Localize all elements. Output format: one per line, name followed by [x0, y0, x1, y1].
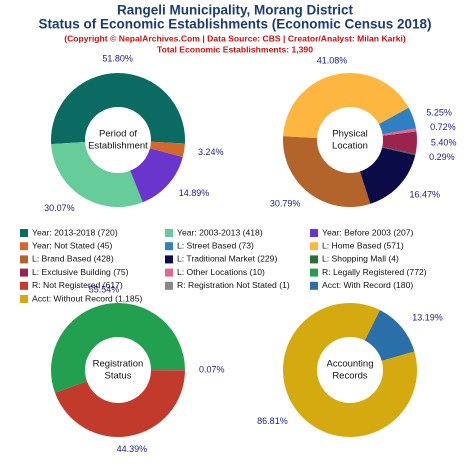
legend-label: L: Shopping Mall (4): [322, 254, 399, 264]
pie-slice: [382, 128, 417, 136]
legend-label: Year: Not Stated (45): [32, 240, 113, 250]
legend-label: L: Street Based (73): [177, 240, 254, 250]
center-label: Establishment: [88, 141, 148, 152]
data-label: 13.19%: [412, 313, 443, 323]
legend-swatch: [310, 229, 318, 237]
data-label: 0.72%: [430, 122, 456, 132]
legend-label: R: Registration Not Stated (1): [177, 280, 290, 290]
legend-label: Year: 2013-2018 (720): [32, 227, 118, 237]
legend-label: R: Legally Registered (772): [322, 267, 427, 277]
data-label: 30.79%: [270, 198, 301, 208]
data-label: 51.80%: [102, 53, 133, 63]
legend-swatch: [20, 229, 28, 237]
legend-label: Year: 2003-2013 (418): [177, 227, 263, 237]
legend-swatch: [20, 295, 28, 303]
legend-swatch: [310, 255, 318, 264]
legend-swatch: [20, 255, 28, 264]
legend-swatch: [310, 242, 318, 251]
legend-swatch: [310, 268, 318, 277]
pie-slice: [382, 146, 416, 156]
legend-label: Acct: With Record (180): [322, 280, 413, 290]
center-label: Physical: [332, 129, 367, 140]
legend-label: L: Other Locations (10): [177, 267, 265, 277]
data-label: 16.47%: [410, 189, 441, 199]
legend-swatch: [165, 255, 173, 264]
legend-swatch: [20, 242, 28, 251]
data-label: 3.24%: [198, 147, 224, 157]
pie-slice: [378, 107, 416, 135]
chart-subtitle: Total Economic Establishments: 1,390: [157, 44, 313, 54]
data-label: 0.29%: [429, 152, 455, 162]
legend-swatch: [165, 242, 173, 251]
center-label: Status: [105, 371, 132, 382]
legend-swatch: [310, 281, 318, 290]
data-label: 0.07%: [199, 365, 225, 375]
pie-slice: [283, 303, 417, 438]
data-label: 41.08%: [317, 55, 348, 65]
legend-label: L: Brand Based (428): [32, 254, 114, 264]
pie-slice: [50, 72, 185, 145]
legend-label: L: Home Based (571): [322, 240, 404, 250]
data-label: 14.89%: [179, 188, 210, 198]
legend-label: L: Traditional Market (229): [177, 254, 277, 264]
legend-swatch: [165, 268, 173, 277]
chart-title: Status of Economic Establishments (Econo…: [38, 17, 431, 32]
legend-label: Year: Before 2003 (207): [322, 227, 414, 237]
pie-slice: [55, 370, 185, 438]
center-label: Period of: [99, 129, 137, 140]
pie-slice: [51, 303, 186, 393]
pie-slice: [364, 310, 415, 361]
pie-slice: [130, 148, 183, 203]
chart-subtitle: (Copyright © NepalArchives.Com | Data So…: [64, 33, 406, 43]
data-label: 55.54%: [89, 285, 120, 295]
pie-slice: [283, 136, 371, 207]
data-label: 5.40%: [431, 138, 457, 148]
pie-slice: [149, 141, 185, 157]
pie-slice: [359, 147, 416, 204]
center-label: Accounting: [326, 359, 373, 370]
legend-label: Acct: Without Record (1,185): [32, 293, 142, 303]
chart-title: Rangeli Municipality, Morang District: [117, 3, 354, 18]
data-label: 30.07%: [44, 203, 75, 213]
center-label: Records: [332, 371, 368, 382]
data-label: 5.25%: [426, 107, 452, 117]
pie-slice: [382, 131, 417, 154]
pie-slice: [283, 72, 409, 139]
center-label: Registration: [93, 359, 144, 370]
center-label: Location: [332, 141, 368, 152]
pie-slice: [51, 142, 143, 208]
legend-swatch: [20, 281, 28, 290]
legend-swatch: [165, 281, 173, 290]
legend-label: R: Not Registered (617): [32, 280, 123, 290]
data-label: 44.39%: [117, 444, 148, 454]
legend-swatch: [165, 229, 173, 237]
legend-swatch: [20, 268, 28, 277]
legend-label: L: Exclusive Building (75): [32, 267, 129, 277]
data-label: 86.81%: [257, 416, 288, 426]
